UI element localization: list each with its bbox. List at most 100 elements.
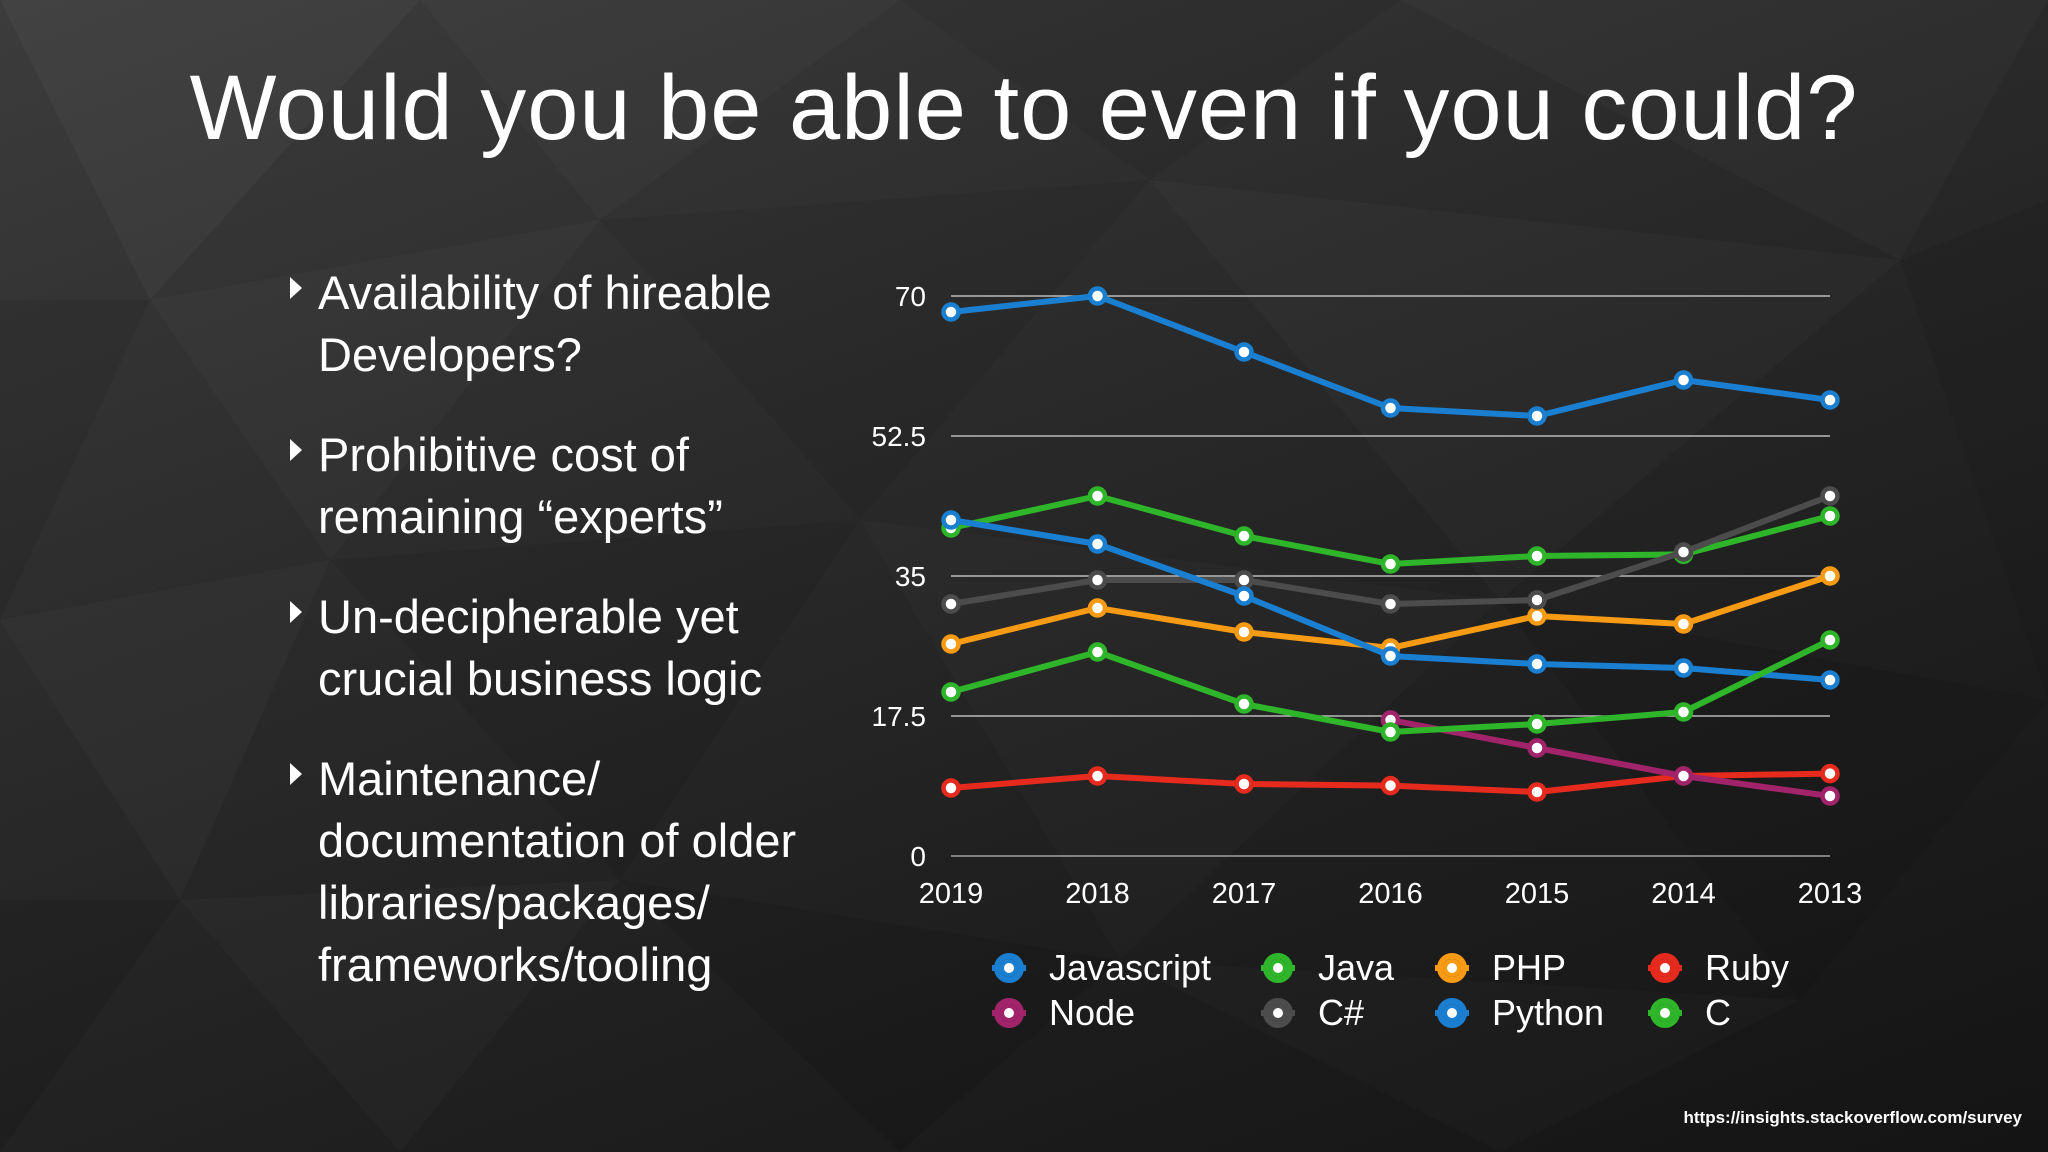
slide-title: Would you be able to even if you could? xyxy=(189,57,1859,159)
series-line-node xyxy=(1387,717,1833,799)
data-point-java xyxy=(1234,526,1254,546)
bullet-list: Availability of hireable Developers? Pro… xyxy=(290,262,890,1034)
triangle-bullet-icon xyxy=(290,439,302,461)
legend-dot-node xyxy=(1000,1004,1018,1022)
y-tick-label: 17.5 xyxy=(872,701,927,732)
legend-dot-ruby xyxy=(1656,959,1674,977)
data-point-c xyxy=(1234,694,1254,714)
data-point-java xyxy=(1380,554,1401,574)
data-point-php xyxy=(1234,622,1254,642)
legend-dot-c xyxy=(1656,1004,1674,1022)
bullet-item-2: Prohibitive cost of remaining “experts” xyxy=(290,424,890,548)
data-point-c xyxy=(1673,702,1694,722)
data-point-ruby xyxy=(1820,763,1840,784)
data-point-c-sharp xyxy=(1234,570,1254,590)
legend-label-python: Python xyxy=(1492,992,1604,1033)
y-tick-label: 0 xyxy=(910,841,926,872)
data-point-javascript xyxy=(1234,342,1254,362)
x-tick-label: 2017 xyxy=(1212,878,1277,910)
data-point-ruby xyxy=(1380,775,1401,796)
triangle-bullet-icon xyxy=(290,277,302,299)
x-tick-label: 2019 xyxy=(919,878,984,910)
x-tick-label: 2018 xyxy=(1065,878,1130,910)
data-point-python xyxy=(1234,586,1254,606)
y-tick-label: 52.5 xyxy=(872,421,927,452)
bullet-line: remaining “experts” xyxy=(318,490,723,543)
bullet-line: documentation of older xyxy=(318,814,797,867)
source-citation: https://insights.stackoverflow.com/surve… xyxy=(1683,1108,2022,1127)
triangle-bullet-icon xyxy=(290,601,302,623)
bullet-item-1: Availability of hireable Developers? xyxy=(290,262,890,386)
data-point-javascript xyxy=(1527,406,1547,426)
legend-label-node: Node xyxy=(1049,992,1135,1033)
data-point-java xyxy=(1820,506,1840,526)
legend-label-java: Java xyxy=(1318,947,1395,988)
data-point-ruby xyxy=(1527,782,1547,802)
data-point-c-sharp xyxy=(1380,594,1401,614)
series-line-javascript xyxy=(948,293,1833,419)
data-point-python xyxy=(1527,654,1547,674)
bullet-item-3: Un-decipherable yet crucial business log… xyxy=(290,586,890,710)
legend-dot-php xyxy=(1443,959,1461,977)
bullet-line: Un-decipherable yet xyxy=(318,590,739,643)
bullet-line: Prohibitive cost of xyxy=(318,428,689,481)
data-point-python xyxy=(1380,646,1401,666)
data-point-c-sharp xyxy=(1673,542,1694,562)
bullet-line: Maintenance/ xyxy=(318,752,601,805)
legend-label-php: PHP xyxy=(1492,947,1566,988)
data-point-node xyxy=(1527,738,1547,758)
x-tick-label: 2014 xyxy=(1651,878,1716,910)
series-line-java xyxy=(948,493,1833,567)
data-point-javascript xyxy=(1820,390,1840,410)
data-point-php xyxy=(1673,614,1694,634)
data-point-c xyxy=(1087,642,1108,662)
bullet-line: crucial business logic xyxy=(318,652,763,705)
data-point-c xyxy=(941,682,961,702)
data-point-c-sharp xyxy=(1820,486,1840,506)
legend-dot-java xyxy=(1269,959,1287,977)
bullet-line: Availability of hireable xyxy=(318,266,772,319)
bullet-line: frameworks/tooling xyxy=(318,938,713,991)
bullet-line: libraries/packages/ xyxy=(318,876,710,929)
legend-dot-c-sharp xyxy=(1269,1004,1287,1022)
data-point-c xyxy=(1527,714,1547,734)
legend-label-ruby: Ruby xyxy=(1705,947,1789,988)
data-point-ruby xyxy=(1234,774,1254,794)
data-point-php xyxy=(1820,566,1840,586)
triangle-bullet-icon xyxy=(290,763,302,785)
data-point-c-sharp xyxy=(941,594,961,614)
data-point-python xyxy=(941,510,961,530)
data-point-php xyxy=(1527,606,1547,626)
data-point-javascript xyxy=(1673,370,1694,390)
data-point-node xyxy=(1673,766,1694,786)
data-point-javascript xyxy=(1087,286,1108,306)
data-point-php xyxy=(941,634,961,654)
data-point-java xyxy=(1527,546,1547,566)
data-point-javascript xyxy=(941,302,961,322)
x-tick-label: 2016 xyxy=(1358,878,1423,910)
data-point-python xyxy=(1673,658,1694,678)
legend-dot-javascript xyxy=(1000,959,1018,977)
bullet-item-4: Maintenance/ documentation of older libr… xyxy=(290,748,890,996)
data-point-java xyxy=(1087,486,1108,506)
data-point-php xyxy=(1087,598,1108,618)
data-point-ruby xyxy=(941,778,961,798)
x-tick-label: 2015 xyxy=(1505,878,1570,910)
data-point-c xyxy=(1820,630,1840,650)
data-point-ruby xyxy=(1087,766,1108,786)
legend-label-c-sharp: C# xyxy=(1318,992,1364,1033)
legend-dot-python xyxy=(1443,1004,1461,1022)
data-point-c-sharp xyxy=(1087,570,1108,590)
x-tick-label: 2013 xyxy=(1798,878,1863,910)
data-point-c-sharp xyxy=(1527,590,1547,610)
data-point-python xyxy=(1820,670,1840,690)
y-tick-label: 70 xyxy=(895,281,926,312)
data-point-javascript xyxy=(1380,398,1401,418)
data-point-node xyxy=(1820,786,1840,806)
data-point-python xyxy=(1087,534,1108,554)
data-point-c xyxy=(1380,722,1401,742)
bullet-line: Developers? xyxy=(318,328,582,381)
legend-label-c: C xyxy=(1705,992,1731,1033)
